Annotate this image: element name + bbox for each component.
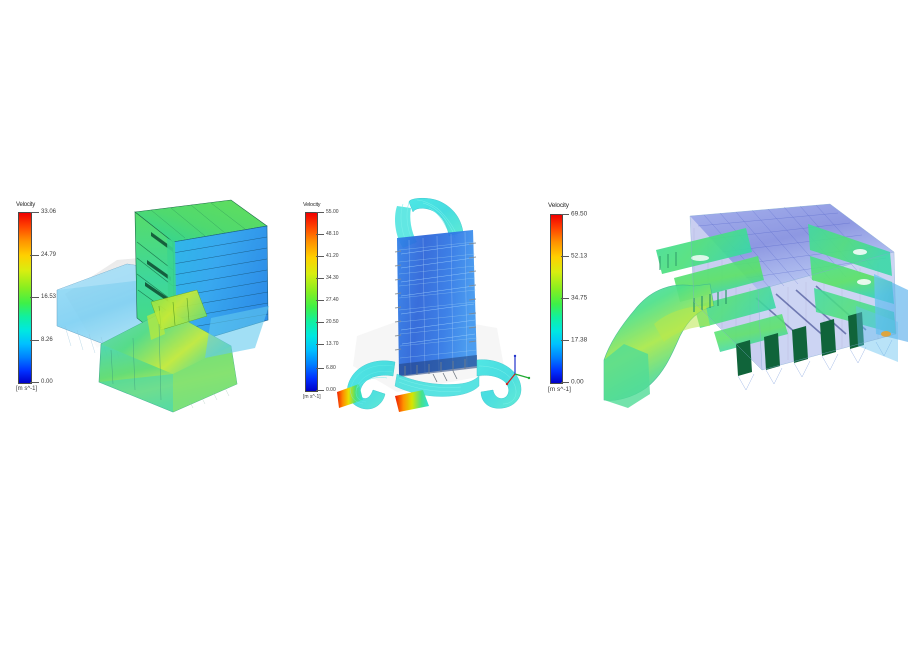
tick: 69.50: [561, 210, 607, 218]
tick-label: 13.70: [326, 341, 339, 347]
tick-label: 24.79: [41, 251, 57, 258]
panel-b-colorbar-unit: [m s^-1]: [303, 394, 321, 400]
tick-label: 6.80: [326, 365, 336, 371]
tick: 8.26: [30, 336, 76, 344]
panel-b-colorbar-strip: [305, 212, 318, 392]
tick-label: 48.10: [326, 231, 339, 237]
panel-c-colorbar: Velocity 69.50 52.13 34.75 17.38: [548, 202, 608, 404]
tick-label: 52.13: [571, 252, 588, 260]
tick: 34.30: [316, 274, 362, 282]
panel-a-colorbar-unit: [m s^-1]: [16, 386, 38, 392]
panel-c-model: [598, 194, 912, 416]
tick: 41.20: [316, 252, 362, 260]
tick-label: 0.00: [571, 378, 584, 386]
panel-a: Velocity 33.06 24.79 16.53 8.26: [0, 190, 290, 420]
tick: 52.13: [561, 252, 607, 260]
panel-b: Velocity 55.00 48.10 41.20 34.30: [295, 190, 555, 420]
panel-b-colorbar-title: Velocity: [303, 202, 321, 208]
tick: 48.10: [316, 230, 362, 238]
tick: 33.06: [30, 208, 76, 216]
tick: 16.53: [30, 293, 76, 301]
tick-label: 33.06: [41, 209, 57, 215]
tick-label: 0.00: [41, 379, 53, 385]
tick-label: 55.00: [326, 209, 339, 215]
tick-label: 16.53: [41, 294, 57, 300]
tick-label: 0.00: [326, 387, 336, 393]
panel-b-model: [337, 196, 552, 414]
tick-label: 41.20: [326, 253, 339, 259]
tick: 13.70: [316, 340, 362, 348]
panel-b-colorbar-ticks: 55.00 48.10 41.20 34.30 27.40: [316, 209, 362, 393]
tick: 55.00: [316, 208, 362, 216]
tick-label: 34.75: [571, 294, 588, 302]
panel-a-colorbar-title: Velocity: [16, 202, 36, 208]
axis-triad: [505, 354, 531, 386]
panel-c-colorbar-title: Velocity: [548, 202, 569, 209]
panel-b-colorbar: Velocity 55.00 48.10 41.20 34.30: [303, 200, 363, 405]
panel-c: Velocity 69.50 52.13 34.75 17.38: [540, 190, 914, 420]
panel-a-model: [55, 198, 290, 413]
panel-c-colorbar-ticks: 69.50 52.13 34.75 17.38 0.00: [561, 211, 607, 386]
tick: 6.80: [316, 364, 362, 372]
tick: 34.75: [561, 294, 607, 302]
tick-label: 27.40: [326, 297, 339, 303]
tick: 17.38: [561, 336, 607, 344]
tick: 0.00: [30, 378, 76, 386]
tick: 0.00: [316, 386, 362, 394]
tick-label: 20.50: [326, 319, 339, 325]
tick-label: 8.26: [41, 336, 53, 343]
tick: 20.50: [316, 318, 362, 326]
tick: 24.79: [30, 251, 76, 259]
tick-label: 34.30: [326, 275, 339, 281]
panel-c-colorbar-unit: [m s^-1]: [548, 386, 571, 393]
panel-a-colorbar: Velocity 33.06 24.79 16.53 8.26: [16, 200, 76, 400]
panel-a-colorbar-ticks: 33.06 24.79 16.53 8.26 0.00: [30, 209, 76, 385]
tick-label: 69.50: [571, 210, 588, 218]
tick-label: 17.38: [571, 336, 588, 344]
tick: 27.40: [316, 296, 362, 304]
panel-c-colorbar-strip: [550, 214, 563, 384]
tick: 0.00: [561, 378, 607, 386]
panel-a-colorbar-strip: [18, 212, 32, 384]
